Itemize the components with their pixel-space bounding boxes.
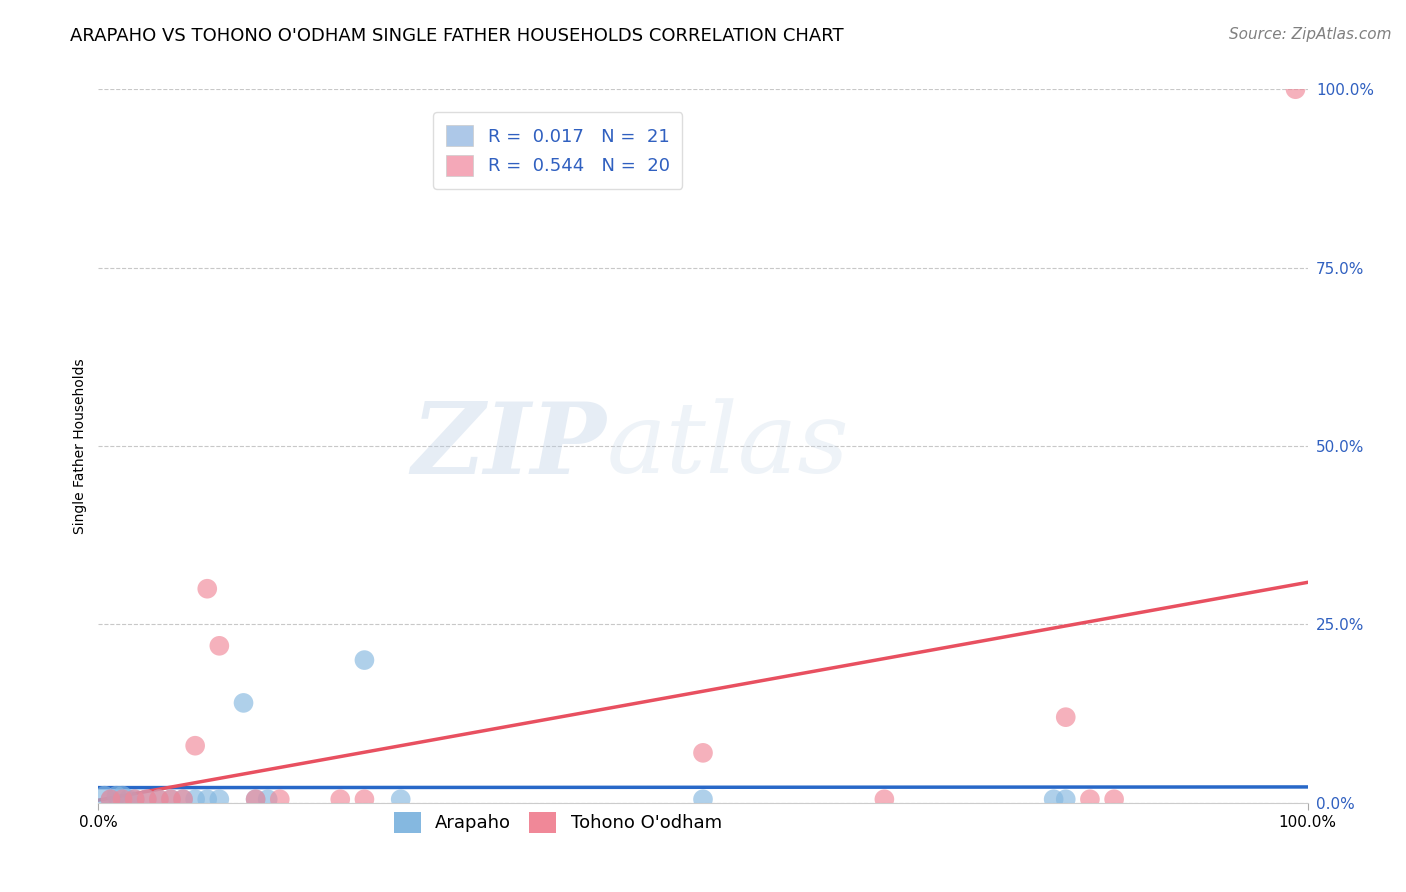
Point: [160, 792, 183, 806]
Point: [195, 582, 218, 596]
Point: [172, 792, 194, 806]
Text: ARAPAHO VS TOHONO O'ODHAM SINGLE FATHER HOUSEHOLDS CORRELATION CHART: ARAPAHO VS TOHONO O'ODHAM SINGLE FATHER …: [70, 27, 844, 45]
Point: [692, 746, 714, 760]
Point: [1042, 792, 1064, 806]
Point: [148, 792, 170, 806]
Point: [1102, 792, 1125, 806]
Point: [93, 789, 115, 803]
Point: [184, 739, 207, 753]
Point: [208, 639, 231, 653]
Point: [118, 792, 141, 806]
Legend: Arapaho, Tohono O'odham: Arapaho, Tohono O'odham: [382, 801, 733, 844]
Point: [1078, 792, 1101, 806]
Point: [389, 792, 412, 806]
Point: [105, 789, 128, 803]
Point: [124, 792, 146, 806]
Point: [256, 792, 278, 806]
Point: [111, 792, 134, 806]
Point: [135, 792, 157, 806]
Point: [692, 792, 714, 806]
Text: atlas: atlas: [606, 399, 849, 493]
Point: [148, 792, 170, 806]
Text: Source: ZipAtlas.com: Source: ZipAtlas.com: [1229, 27, 1392, 42]
Point: [1054, 792, 1077, 806]
Point: [135, 792, 157, 806]
Point: [100, 792, 122, 806]
Point: [195, 792, 218, 806]
Point: [111, 789, 134, 803]
Point: [160, 792, 183, 806]
Point: [245, 792, 267, 806]
Point: [353, 653, 375, 667]
Text: ZIP: ZIP: [412, 398, 606, 494]
Point: [124, 792, 146, 806]
Point: [873, 792, 896, 806]
Point: [329, 792, 352, 806]
Point: [208, 792, 231, 806]
Y-axis label: Single Father Households: Single Father Households: [73, 359, 87, 533]
Point: [269, 792, 291, 806]
Point: [245, 792, 267, 806]
Point: [1054, 710, 1077, 724]
Point: [353, 792, 375, 806]
Point: [1284, 82, 1306, 96]
Point: [232, 696, 254, 710]
Point: [184, 792, 207, 806]
Point: [100, 792, 122, 806]
Point: [172, 792, 194, 806]
